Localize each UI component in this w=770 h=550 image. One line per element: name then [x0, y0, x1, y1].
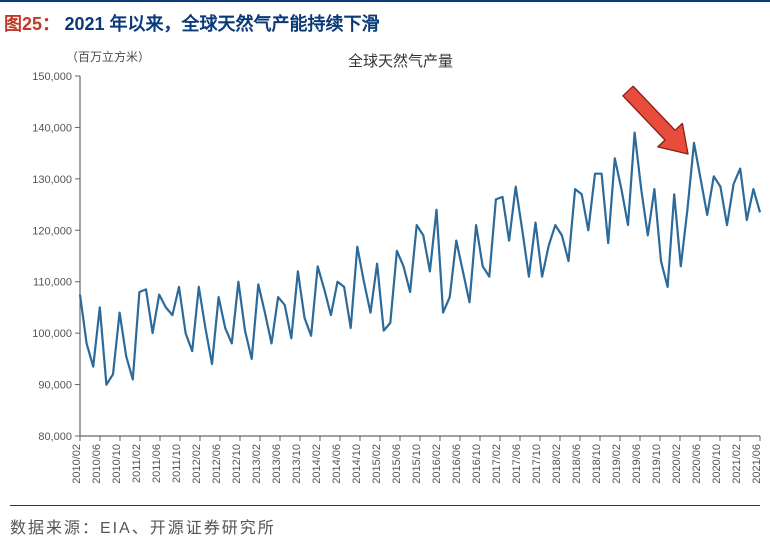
svg-text:80,000: 80,000 — [38, 431, 72, 443]
svg-text:2010/06: 2010/06 — [91, 444, 103, 484]
svg-text:2015/02: 2015/02 — [371, 444, 383, 484]
svg-text:2020/10: 2020/10 — [711, 444, 723, 484]
svg-text:2012/06: 2012/06 — [211, 444, 223, 484]
svg-text:2015/10: 2015/10 — [411, 444, 423, 484]
svg-text:2017/10: 2017/10 — [531, 444, 543, 484]
svg-text:2019/10: 2019/10 — [651, 444, 663, 484]
figure-number: 图25： — [4, 14, 60, 34]
svg-text:130,000: 130,000 — [32, 174, 72, 186]
svg-text:150,000: 150,000 — [32, 71, 72, 83]
svg-text:2014/10: 2014/10 — [351, 444, 363, 484]
svg-text:100,000: 100,000 — [32, 328, 72, 340]
svg-text:90,000: 90,000 — [38, 380, 72, 392]
svg-text:2020/06: 2020/06 — [691, 444, 703, 484]
svg-text:2016/10: 2016/10 — [471, 444, 483, 484]
figure-title-text: 2021 年以来，全球天然气产能持续下滑 — [64, 14, 379, 34]
chart-title: 全球天然气产量 — [348, 50, 453, 71]
svg-text:2013/02: 2013/02 — [251, 444, 263, 484]
y-unit-label: （百万立方米） — [66, 48, 150, 65]
svg-text:2012/02: 2012/02 — [191, 444, 203, 484]
svg-text:2020/02: 2020/02 — [671, 444, 683, 484]
svg-text:2013/06: 2013/06 — [271, 444, 283, 484]
svg-text:2011/06: 2011/06 — [151, 444, 163, 483]
svg-text:2013/10: 2013/10 — [291, 444, 303, 484]
svg-text:2021/02: 2021/02 — [731, 444, 743, 484]
chart-container: （百万立方米） 全球天然气产量 80,000 90,000 100,000 110,0… — [8, 46, 762, 506]
svg-text:140,000: 140,000 — [32, 122, 72, 134]
svg-text:2016/06: 2016/06 — [451, 444, 463, 484]
svg-text:2010/02: 2010/02 — [71, 444, 83, 484]
svg-text:2011/02: 2011/02 — [131, 444, 143, 483]
svg-text:2014/06: 2014/06 — [331, 444, 343, 484]
svg-text:2016/02: 2016/02 — [431, 444, 443, 484]
svg-text:2015/06: 2015/06 — [391, 444, 403, 484]
svg-text:110,000: 110,000 — [33, 277, 72, 289]
svg-text:2010/10: 2010/10 — [111, 444, 123, 484]
svg-text:2018/10: 2018/10 — [591, 444, 603, 484]
svg-text:2017/02: 2017/02 — [491, 444, 503, 484]
svg-text:120,000: 120,000 — [32, 225, 72, 237]
svg-text:2018/06: 2018/06 — [571, 444, 583, 484]
line-chart: 80,000 90,000 100,000 110,000 120,000 130,000… — [8, 46, 762, 506]
svg-text:2021/06: 2021/06 — [751, 444, 762, 484]
figure-title: 图25： 2021 年以来，全球天然气产能持续下滑 — [0, 0, 770, 42]
svg-text:2019/02: 2019/02 — [611, 444, 623, 484]
svg-text:2019/06: 2019/06 — [631, 444, 643, 484]
source-label: 数据来源：EIA、开源证券研究所 — [10, 505, 760, 538]
svg-text:2014/02: 2014/02 — [311, 444, 323, 484]
svg-text:2017/06: 2017/06 — [511, 444, 523, 484]
svg-text:2018/02: 2018/02 — [551, 444, 563, 484]
svg-text:2011/10: 2011/10 — [171, 444, 183, 483]
svg-text:2012/10: 2012/10 — [231, 444, 243, 484]
